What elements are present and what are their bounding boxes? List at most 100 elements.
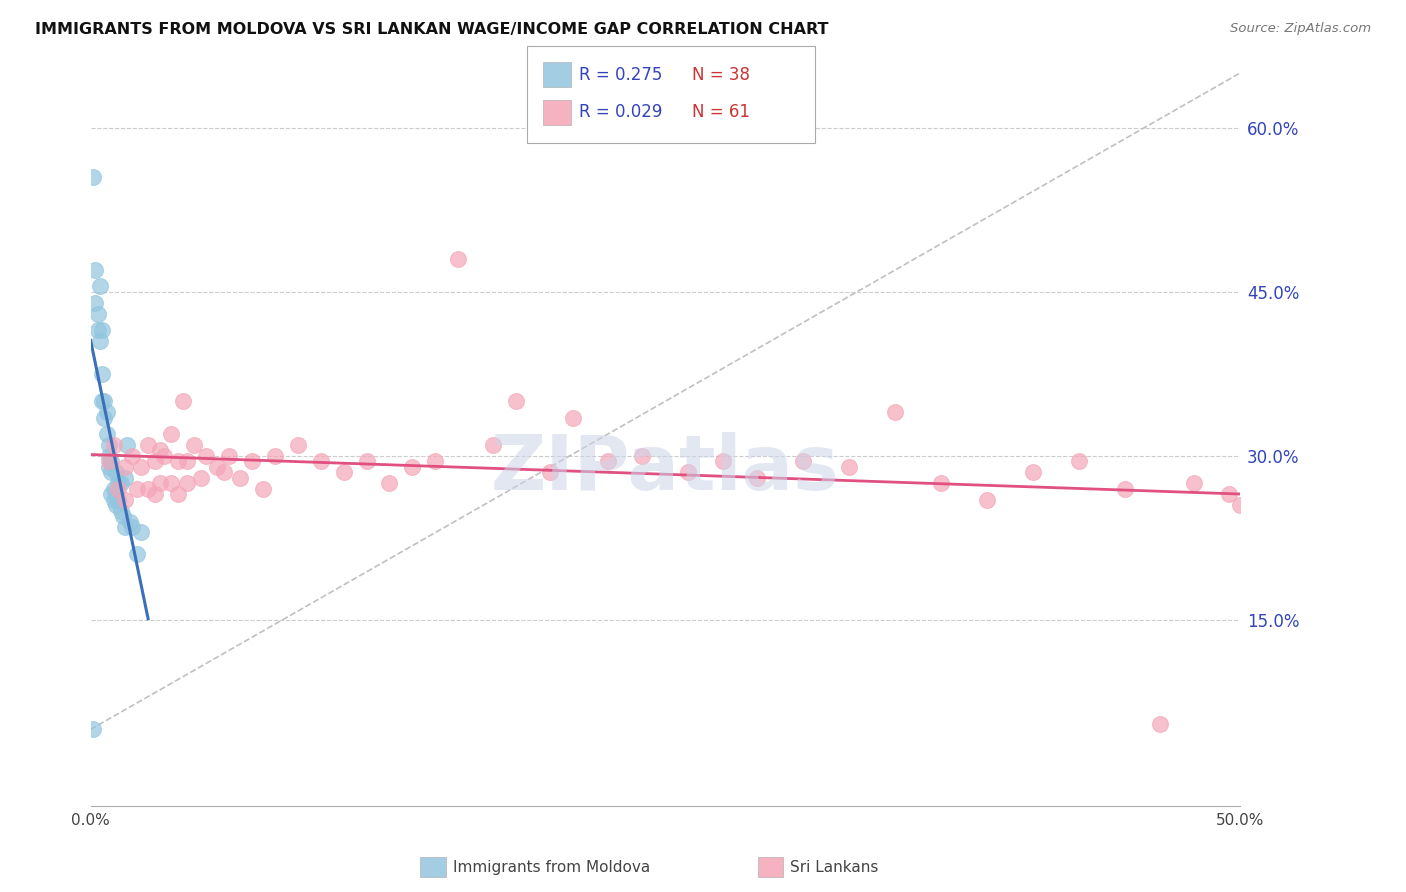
Point bbox=[143, 487, 166, 501]
Point bbox=[538, 465, 561, 479]
Point bbox=[84, 263, 107, 277]
Point bbox=[121, 520, 143, 534]
Point bbox=[103, 438, 125, 452]
Point bbox=[86, 323, 108, 337]
Point bbox=[401, 459, 423, 474]
Point bbox=[425, 454, 447, 468]
Point bbox=[98, 454, 121, 468]
Point bbox=[1114, 482, 1136, 496]
Point bbox=[89, 279, 111, 293]
Point bbox=[82, 169, 104, 184]
Point bbox=[100, 465, 122, 479]
Point bbox=[118, 515, 141, 529]
Point bbox=[792, 454, 814, 468]
Point bbox=[929, 476, 952, 491]
Point bbox=[114, 520, 136, 534]
Point bbox=[98, 438, 121, 452]
Point bbox=[125, 547, 148, 561]
Point bbox=[114, 471, 136, 485]
Point bbox=[562, 410, 585, 425]
Point bbox=[747, 471, 769, 485]
Point bbox=[107, 476, 129, 491]
Point bbox=[100, 454, 122, 468]
Point bbox=[129, 525, 152, 540]
Point bbox=[838, 459, 860, 474]
Point bbox=[596, 454, 619, 468]
Point bbox=[240, 454, 263, 468]
Point bbox=[1069, 454, 1091, 468]
Point bbox=[167, 487, 190, 501]
Point bbox=[136, 482, 159, 496]
Point bbox=[89, 334, 111, 348]
Point bbox=[190, 471, 212, 485]
Point bbox=[121, 449, 143, 463]
Point bbox=[91, 394, 114, 409]
Point bbox=[93, 394, 115, 409]
Point bbox=[136, 438, 159, 452]
Point bbox=[1022, 465, 1045, 479]
Point bbox=[976, 492, 998, 507]
Point bbox=[117, 438, 139, 452]
Point bbox=[149, 476, 172, 491]
Point bbox=[98, 459, 121, 474]
Point bbox=[91, 367, 114, 381]
Point bbox=[1218, 487, 1240, 501]
Point bbox=[91, 323, 114, 337]
Point bbox=[111, 509, 134, 524]
Point bbox=[252, 482, 274, 496]
Point bbox=[104, 498, 127, 512]
Point bbox=[378, 476, 401, 491]
Point bbox=[125, 482, 148, 496]
Point bbox=[160, 476, 183, 491]
Point bbox=[96, 427, 118, 442]
Point bbox=[100, 487, 122, 501]
Point bbox=[114, 492, 136, 507]
Text: Immigrants from Moldova: Immigrants from Moldova bbox=[453, 860, 650, 874]
Point bbox=[205, 459, 228, 474]
Text: IMMIGRANTS FROM MOLDOVA VS SRI LANKAN WAGE/INCOME GAP CORRELATION CHART: IMMIGRANTS FROM MOLDOVA VS SRI LANKAN WA… bbox=[35, 22, 828, 37]
Text: Source: ZipAtlas.com: Source: ZipAtlas.com bbox=[1230, 22, 1371, 36]
Point bbox=[631, 449, 654, 463]
Point bbox=[153, 449, 176, 463]
Point bbox=[96, 405, 118, 419]
Point bbox=[356, 454, 378, 468]
Point bbox=[103, 482, 125, 496]
Point bbox=[86, 307, 108, 321]
Point bbox=[218, 449, 240, 463]
Point bbox=[1182, 476, 1205, 491]
Point bbox=[103, 492, 125, 507]
Point bbox=[447, 252, 470, 266]
Point bbox=[129, 459, 152, 474]
Point bbox=[176, 476, 198, 491]
Point bbox=[172, 394, 194, 409]
Point bbox=[143, 454, 166, 468]
Point bbox=[1229, 498, 1251, 512]
Point bbox=[149, 443, 172, 458]
Point bbox=[194, 449, 217, 463]
Point bbox=[229, 471, 252, 485]
Point bbox=[107, 482, 129, 496]
Point bbox=[505, 394, 527, 409]
Point bbox=[1149, 717, 1171, 731]
Point bbox=[93, 410, 115, 425]
Point bbox=[482, 438, 505, 452]
Text: Sri Lankans: Sri Lankans bbox=[790, 860, 879, 874]
Text: N = 61: N = 61 bbox=[692, 103, 749, 121]
Text: N = 38: N = 38 bbox=[692, 66, 749, 84]
Point bbox=[114, 459, 136, 474]
Point bbox=[332, 465, 354, 479]
Text: R = 0.275: R = 0.275 bbox=[579, 66, 662, 84]
Point bbox=[183, 438, 205, 452]
Point bbox=[176, 454, 198, 468]
Point bbox=[167, 454, 190, 468]
Point bbox=[263, 449, 285, 463]
Point bbox=[678, 465, 700, 479]
Point bbox=[104, 465, 127, 479]
Point bbox=[160, 427, 183, 442]
Point bbox=[309, 454, 332, 468]
Point bbox=[110, 503, 132, 517]
Point bbox=[84, 295, 107, 310]
Point bbox=[82, 723, 104, 737]
Point bbox=[884, 405, 907, 419]
Point bbox=[104, 487, 127, 501]
